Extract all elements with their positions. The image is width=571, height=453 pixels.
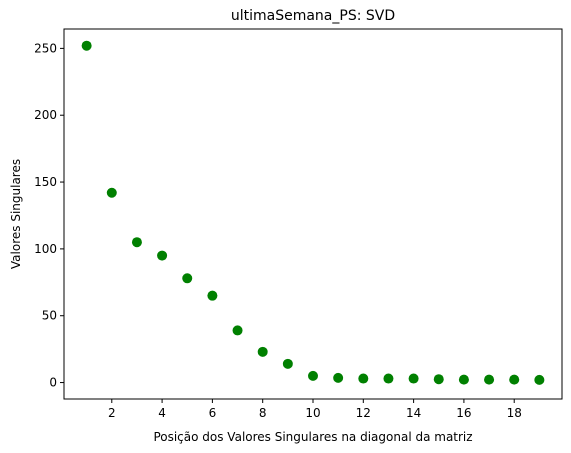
x-tick-label: 10	[305, 406, 320, 420]
y-tick-label: 50	[42, 309, 57, 323]
x-axis-title: Posição dos Valores Singulares na diagon…	[153, 430, 472, 444]
x-tick-label: 2	[108, 406, 116, 420]
x-tick-label: 4	[158, 406, 166, 420]
y-tick-label: 0	[49, 376, 57, 390]
data-point	[232, 325, 243, 336]
data-point	[509, 374, 520, 385]
chart-title: ultimaSemana_PS: SVD	[231, 8, 395, 24]
data-point	[106, 187, 117, 198]
data-point	[157, 250, 168, 261]
x-tick-label: 18	[507, 406, 522, 420]
data-point	[333, 372, 344, 383]
x-tick-label: 6	[209, 406, 217, 420]
y-axis: 0 50 100 150 200 250	[34, 41, 64, 390]
data-point	[131, 237, 142, 248]
data-point	[207, 290, 218, 301]
data-points	[81, 40, 545, 385]
y-tick-label: 250	[34, 41, 57, 55]
plot-area	[63, 28, 563, 400]
x-tick-label: 14	[406, 406, 421, 420]
y-tick-label: 200	[34, 108, 57, 122]
data-point	[282, 358, 293, 369]
y-axis-title: Valores Singulares	[9, 159, 23, 269]
data-point	[81, 40, 92, 51]
data-point	[433, 374, 444, 385]
data-point	[458, 374, 469, 385]
x-tick-label: 16	[456, 406, 471, 420]
data-point	[182, 273, 193, 284]
x-tick-label: 12	[356, 406, 371, 420]
y-tick-label: 150	[34, 175, 57, 189]
data-point	[383, 373, 394, 384]
data-point	[358, 373, 369, 384]
y-tick-label: 100	[34, 242, 57, 256]
data-point	[484, 374, 495, 385]
data-point	[257, 346, 268, 357]
data-point	[308, 370, 318, 381]
data-point	[534, 374, 545, 385]
x-tick-label: 8	[259, 406, 267, 420]
data-point	[408, 373, 419, 384]
x-axis: 2 4 6 8 10 12 14 16 18	[108, 399, 522, 420]
